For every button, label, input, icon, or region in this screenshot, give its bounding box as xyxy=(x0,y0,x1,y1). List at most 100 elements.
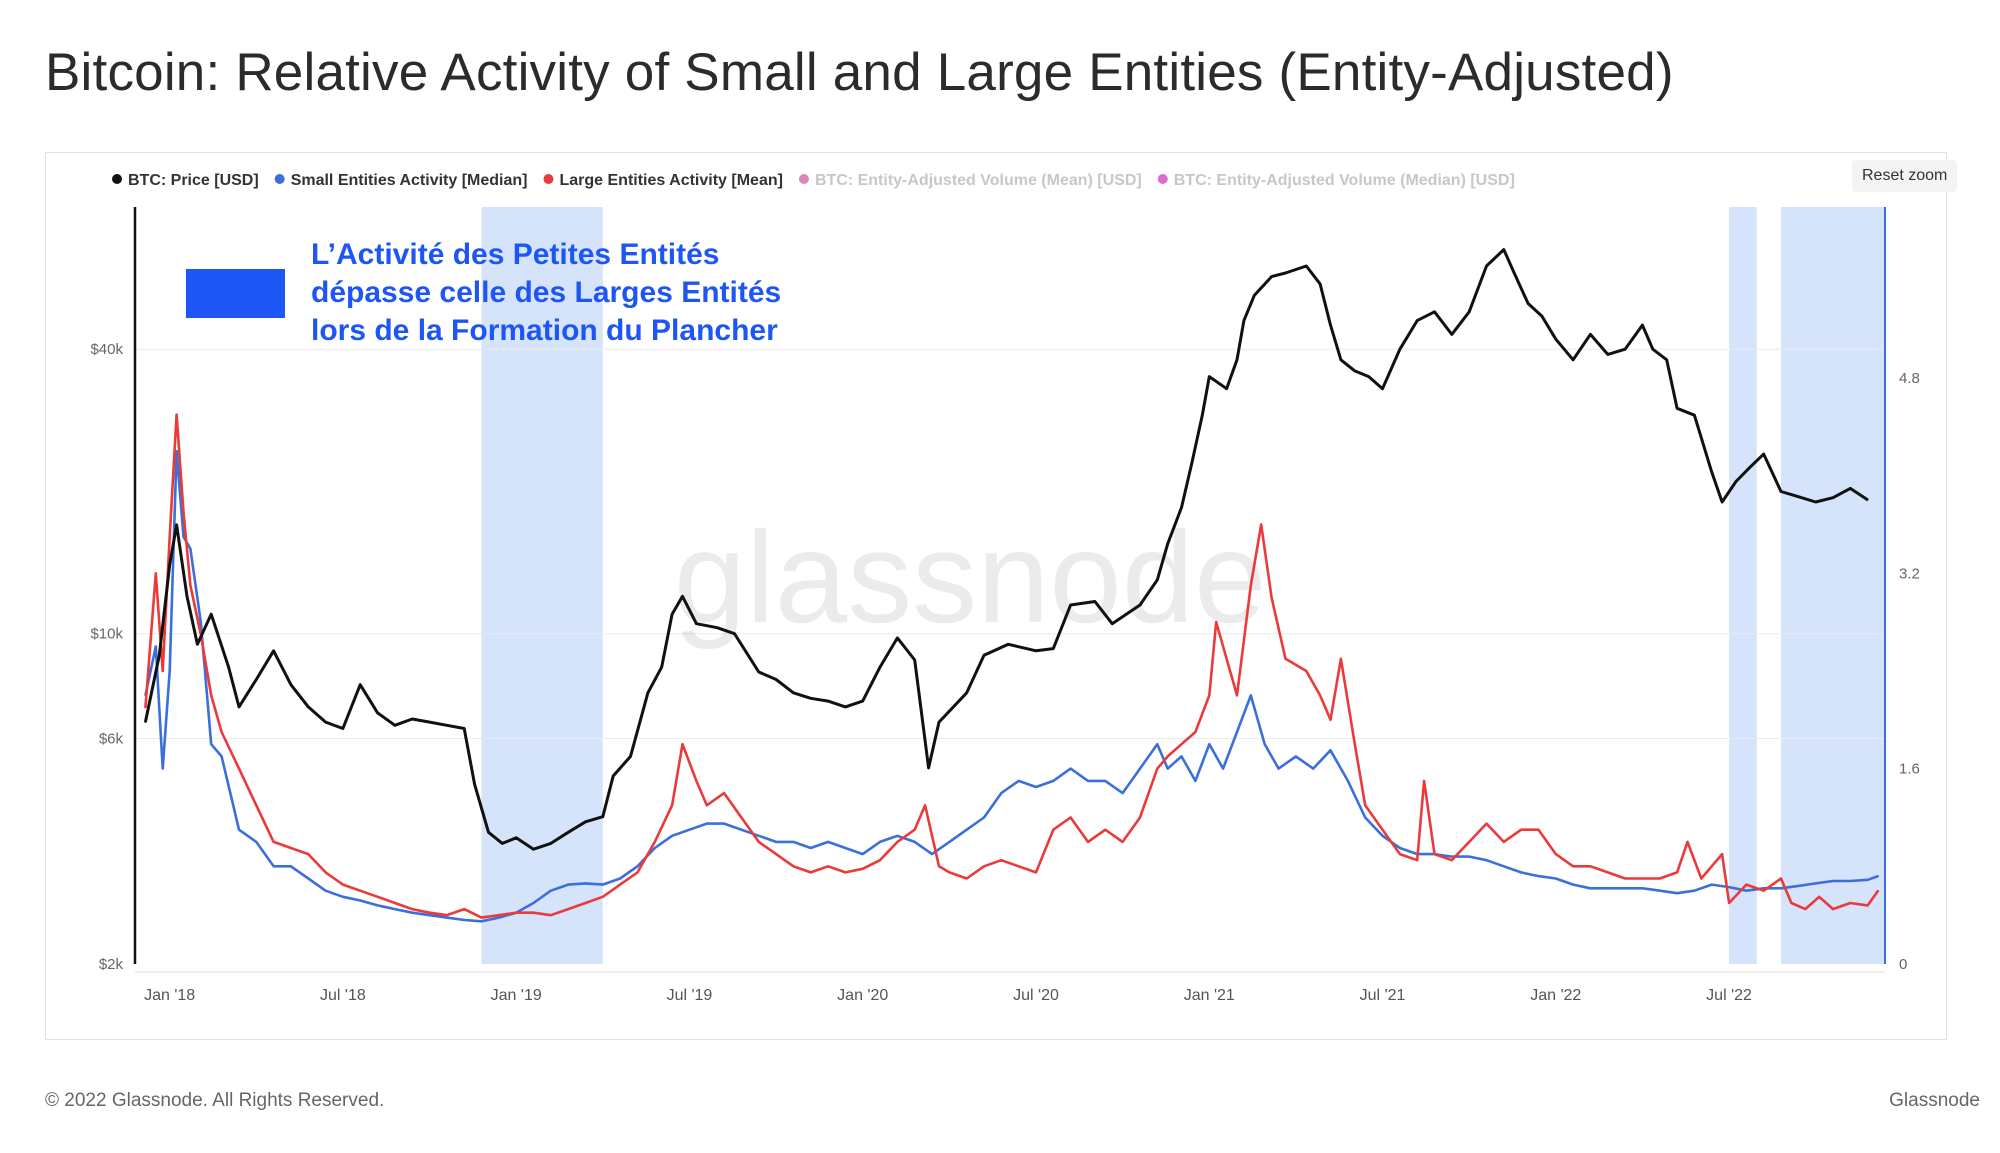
series-2-point-79 xyxy=(1329,718,1332,721)
series-2-point-22 xyxy=(446,914,448,917)
series-0-point-34 xyxy=(660,666,663,668)
legend-item-0[interactable]: BTC: Price [USD] xyxy=(128,172,259,189)
series-2-point-37 xyxy=(695,780,698,782)
series-1-point-100 xyxy=(1762,887,1765,890)
series-0-point-79 xyxy=(1381,387,1384,390)
series-2-point-16 xyxy=(342,883,344,886)
series-2-point-47 xyxy=(861,867,864,870)
series-1-point-68 xyxy=(1222,767,1224,770)
series-0-point-15 xyxy=(359,683,362,686)
series-1-point-25 xyxy=(498,916,500,919)
series-0-point-68 xyxy=(1236,358,1238,361)
series-2-point-18 xyxy=(376,895,379,898)
series-0-point-17 xyxy=(394,724,396,727)
series-2-point-59 xyxy=(1052,828,1055,831)
series-0-point-101 xyxy=(1721,501,1723,503)
series-2-point-60 xyxy=(1069,816,1072,819)
series-1-point-76 xyxy=(1347,780,1349,782)
y-right-tick-label-1: 1.6 xyxy=(1899,761,1920,778)
series-2-point-93 xyxy=(1537,828,1540,831)
series-0-point-102 xyxy=(1735,480,1737,483)
series-0-point-110 xyxy=(1866,499,1869,501)
series-0-point-85 xyxy=(1485,265,1488,267)
annotation-line-2: lors de la Formation du Plancher xyxy=(311,314,778,347)
series-2-point-115 xyxy=(1866,904,1869,907)
series-1-point-42 xyxy=(792,841,795,843)
legend-item-2[interactable]: Large Entities Activity [Mean] xyxy=(559,172,782,189)
series-0-point-56 xyxy=(1052,647,1055,650)
series-1-point-32 xyxy=(619,877,621,880)
series-0-point-81 xyxy=(1416,319,1419,322)
series-1-point-93 xyxy=(1641,887,1644,890)
series-2-point-81 xyxy=(1353,743,1356,746)
series-1-point-75 xyxy=(1329,749,1332,752)
series-1-point-65 xyxy=(1180,755,1183,758)
series-1-point-102 xyxy=(1797,885,1800,887)
series-2-point-98 xyxy=(1624,877,1626,880)
series-2-point-48 xyxy=(879,859,881,862)
series-0-point-12 xyxy=(307,706,310,708)
series-0-point-29 xyxy=(584,820,587,823)
series-1-point-11 xyxy=(255,841,258,843)
series-0-point-58 xyxy=(1094,600,1096,603)
series-1-point-90 xyxy=(1589,887,1592,890)
series-2-point-109 xyxy=(1780,877,1782,880)
series-2-point-3 xyxy=(168,535,171,538)
series-2-point-111 xyxy=(1804,908,1807,910)
series-1-point-34 xyxy=(653,847,656,849)
series-1-point-8 xyxy=(210,743,213,746)
x-tick-label-2: Jan '19 xyxy=(491,987,542,1004)
series-2-point-35 xyxy=(671,804,673,807)
series-2-point-88 xyxy=(1450,859,1453,862)
series-0-point-31 xyxy=(612,775,615,777)
series-1-point-3 xyxy=(168,670,171,672)
series-2-point-67 xyxy=(1180,743,1183,746)
series-1-point-88 xyxy=(1554,877,1557,880)
series-1-point-66 xyxy=(1194,780,1197,782)
series-1-point-5 xyxy=(182,535,185,538)
y-left-tick-label-1: $6k xyxy=(99,731,124,748)
series-0-point-93 xyxy=(1606,353,1609,356)
series-2-point-87 xyxy=(1433,853,1436,855)
series-1-point-82 xyxy=(1450,855,1453,858)
series-1-point-83 xyxy=(1468,855,1471,858)
series-0-point-40 xyxy=(757,671,760,673)
series-2-point-110 xyxy=(1790,902,1793,904)
legend-item-1[interactable]: Small Entities Activity [Median] xyxy=(291,172,528,189)
series-1-point-41 xyxy=(775,841,777,843)
series-2-point-62 xyxy=(1104,828,1107,831)
series-2-point-26 xyxy=(515,911,518,914)
series-1-point-35 xyxy=(671,834,673,837)
series-1-point-85 xyxy=(1502,865,1505,868)
series-0-point-84 xyxy=(1468,310,1471,313)
reset-zoom-button[interactable]: Reset zoom xyxy=(1852,160,1958,192)
legend-item-4[interactable]: BTC: Entity-Adjusted Volume (Median) [US… xyxy=(1174,172,1515,189)
series-1-point-9 xyxy=(220,755,223,758)
series-1-point-86 xyxy=(1520,871,1522,874)
series-1-point-13 xyxy=(290,865,292,868)
series-0-point-89 xyxy=(1541,315,1543,317)
series-2-point-97 xyxy=(1606,871,1609,874)
series-2-point-84 xyxy=(1399,853,1401,855)
series-1-point-50 xyxy=(931,853,933,855)
series-0-point-57 xyxy=(1069,604,1072,606)
series-2-point-6 xyxy=(189,584,192,587)
series-2-point-69 xyxy=(1208,694,1211,697)
series-0-point-97 xyxy=(1665,358,1668,361)
series-1-point-64 xyxy=(1166,767,1169,770)
chart: glassnode $2k $6k $10k $40k 0 1.6 3.2 4.8 Jan '18… xyxy=(90,172,1920,1004)
annotation-line-1: dépasse celle des Larges Entités xyxy=(311,276,781,309)
series-0-point-7 xyxy=(227,666,230,668)
highlight-band-2 xyxy=(1781,207,1885,964)
series-2-point-92 xyxy=(1520,828,1522,831)
series-1-point-62 xyxy=(1139,767,1141,770)
series-0-point-26 xyxy=(532,848,535,851)
series-0-point-71 xyxy=(1270,275,1273,278)
series-1-point-27 xyxy=(532,902,535,904)
series-0-point-18 xyxy=(411,718,414,720)
series-2-point-5 xyxy=(182,511,185,514)
series-1-point-16 xyxy=(342,895,344,898)
series-2-point-57 xyxy=(1017,865,1020,868)
legend-item-3[interactable]: BTC: Entity-Adjusted Volume (Mean) [USD] xyxy=(815,172,1142,189)
series-2-point-64 xyxy=(1139,816,1141,819)
